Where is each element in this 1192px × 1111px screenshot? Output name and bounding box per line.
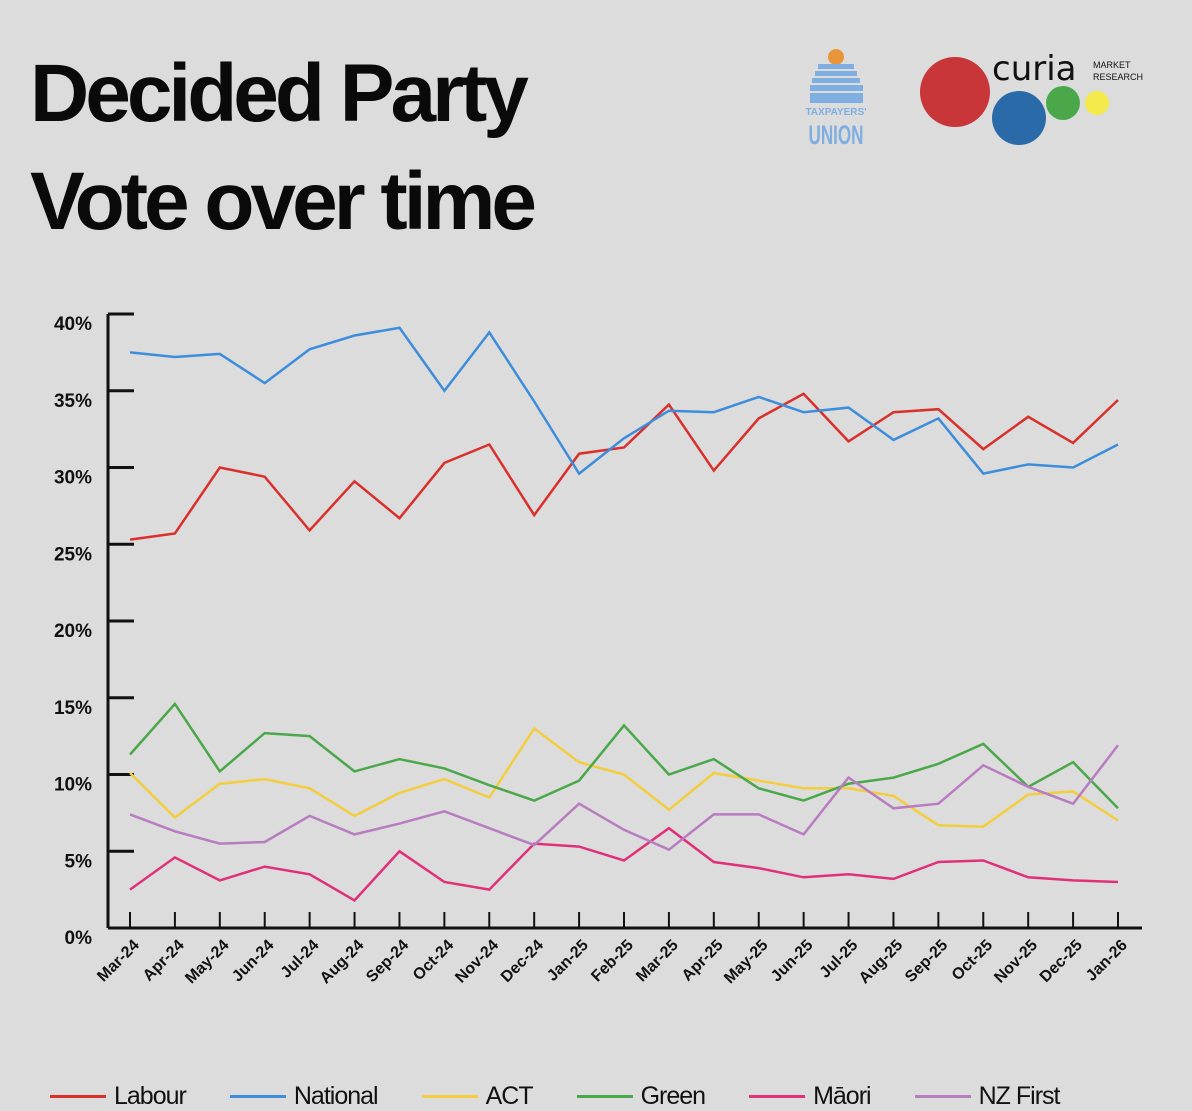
x-tick-label: Aug-24 [317,937,367,987]
x-tick-label: May-24 [182,937,232,987]
y-tick-label: 35% [54,391,92,412]
curia-tagline-2: RESEARCH [1093,72,1143,82]
legend-swatch [229,1095,286,1098]
curia-logo: curia MARKET RESEARCH [920,49,1143,145]
legend-label: National [293,1082,379,1110]
y-tick-label: 25% [54,544,92,565]
legend-label: ACT [485,1082,534,1110]
x-tick-label: Oct-25 [949,937,996,984]
x-tick-label: Jul-24 [278,937,323,982]
x-tick-label: Dec-25 [1037,937,1086,986]
legend-label: Māori [813,1082,872,1110]
chart-title: Decided Party Vote over time [30,40,537,256]
legend-item: Labour [50,1082,187,1111]
taxpayers-text: TAXPAYERS' [805,107,866,118]
series-line-act [129,726,1119,828]
x-tick-label: Sep-25 [902,937,951,986]
logo-graphics: TAXPAYERS' UNION curia MARKET RESEARCH [805,49,1143,150]
union-text: UNION [809,120,864,150]
legend-item: National [229,1082,379,1111]
legend-swatch [914,1095,971,1098]
series-line-nz-first [129,744,1119,852]
y-tick-label: 10% [54,775,92,796]
x-tick-label: Jan-26 [1083,937,1131,985]
curia-tagline-1: MARKET [1093,60,1131,70]
x-tick-label: Nov-25 [991,937,1041,987]
x-tick-label: Mar-25 [633,937,682,986]
x-tick-label: Jun-24 [229,937,278,986]
axes: 0%5%10%15%20%25%30%35%40%Mar-24Apr-24May… [54,312,1142,987]
y-tick-label: 20% [54,621,92,642]
legend-swatch [421,1095,478,1098]
curia-name: curia [992,49,1077,89]
legend: Labour National ACT Green Māori NZ First [50,1082,1061,1111]
x-tick-label: Jul-25 [817,937,862,982]
series-line-national [129,326,1119,476]
legend-item: ACT [421,1082,534,1111]
x-tick-label: Dec-24 [498,937,547,986]
legend-label: Labour [114,1082,187,1110]
legend-label: Green [640,1082,706,1110]
x-tick-label: Jan-25 [544,937,592,985]
x-tick-label: Apr-24 [140,937,188,985]
x-tick-label: Aug-25 [856,937,906,987]
y-tick-label: 30% [54,468,92,489]
x-tick-label: Sep-24 [363,937,412,986]
title-line-2: Vote over time [30,156,537,247]
legend-item: Māori [749,1082,872,1111]
title-line-1: Decided Party [30,48,529,139]
x-tick-label: Oct-24 [410,937,457,984]
x-tick-label: May-25 [721,937,771,987]
y-tick-label: 5% [65,851,93,872]
x-tick-label: Jun-25 [768,937,817,986]
x-tick-label: Apr-25 [679,937,727,985]
legend-label: NZ First [978,1082,1061,1110]
logos: TAXPAYERS' UNION curia MARKET RESEARCH [800,40,1160,160]
y-tick-label: 40% [54,314,92,335]
taxpayers-union-logo: TAXPAYERS' UNION [805,49,867,150]
series-line-labour [129,392,1119,541]
legend-item: NZ First [914,1082,1061,1111]
series-line-m-ori [129,826,1119,902]
line-chart: 0%5%10%15%20%25%30%35%40%Mar-24Apr-24May… [54,312,1142,987]
y-tick-label: 15% [54,698,92,719]
x-tick-label: Mar-24 [94,937,143,986]
series-lines [129,326,1119,902]
x-tick-label: Feb-25 [588,937,637,986]
legend-swatch [749,1095,806,1098]
legend-item: Green [576,1082,706,1111]
series-line-green [129,701,1119,810]
x-tick-label: Nov-24 [452,937,502,987]
legend-swatch [576,1095,633,1098]
y-tick-label: 0% [65,928,93,949]
legend-swatch [50,1095,106,1098]
